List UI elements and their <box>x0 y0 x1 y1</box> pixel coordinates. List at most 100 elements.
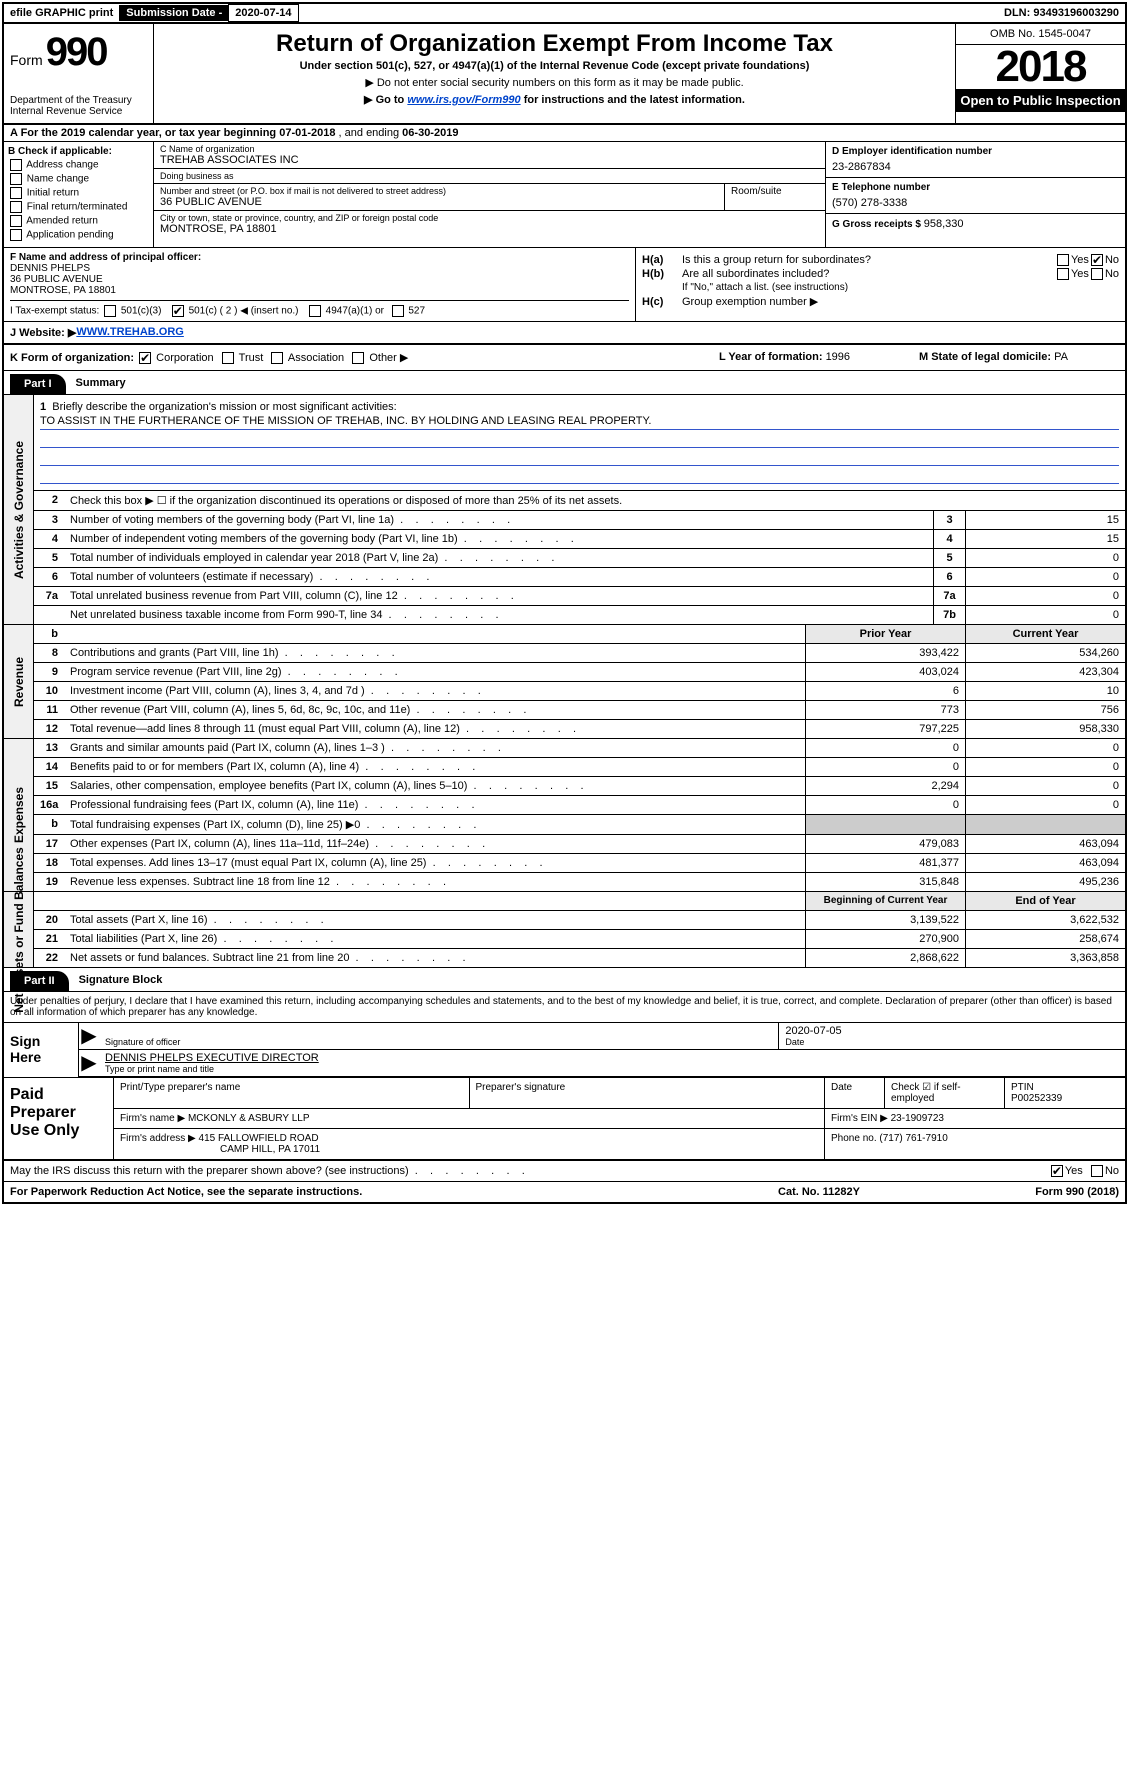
firm-addr1: 415 FALLOWFIELD ROAD <box>199 1133 319 1144</box>
chk-527[interactable] <box>392 305 404 317</box>
form-link-line: ▶ Go to www.irs.gov/Form990 for instruct… <box>160 93 949 106</box>
table-row: 22Net assets or fund balances. Subtract … <box>34 949 1125 967</box>
website-link[interactable]: WWW.TREHAB.ORG <box>76 326 184 339</box>
current-year-hdr: Current Year <box>965 625 1125 643</box>
firm-name-label: Firm's name ▶ <box>120 1113 188 1124</box>
chk-amended[interactable] <box>10 215 22 227</box>
side-revenue: Revenue <box>4 625 34 738</box>
l5-box: 5 <box>933 549 965 567</box>
chk-corporation[interactable] <box>139 352 151 364</box>
line-a-end: 06-30-2019 <box>402 127 458 139</box>
chk-final-return[interactable] <box>10 201 22 213</box>
discuss-yes[interactable] <box>1051 1165 1063 1177</box>
lbl-amended: Amended return <box>26 216 98 227</box>
chk-association[interactable] <box>271 352 283 364</box>
chk-trust[interactable] <box>222 352 234 364</box>
chk-501c[interactable] <box>172 305 184 317</box>
column-c-org-info: C Name of organization TREHAB ASSOCIATES… <box>154 142 825 247</box>
hb-text: Are all subordinates included? <box>682 268 1055 280</box>
hb-label: H(b) <box>642 268 682 280</box>
line-a-begin: 07-01-2018 <box>279 127 335 139</box>
row-current: 958,330 <box>965 720 1125 738</box>
firm-ein-label: Firm's EIN ▶ <box>831 1113 891 1124</box>
form-number: 990 <box>46 30 107 74</box>
sign-here-block: Sign Here ▶ Signature of officer 2020-07… <box>4 1023 1125 1078</box>
table-row: 11Other revenue (Part VIII, column (A), … <box>34 701 1125 720</box>
officer-addr2: MONTROSE, PA 18801 <box>10 285 629 296</box>
l3-val: 15 <box>965 511 1125 529</box>
row-text: Grants and similar amounts paid (Part IX… <box>64 739 805 757</box>
preparer-name-label: Print/Type preparer's name <box>120 1082 463 1093</box>
row-prior: 270,900 <box>805 930 965 948</box>
table-row: 18Total expenses. Add lines 13–17 (must … <box>34 854 1125 873</box>
lbl-initial-return: Initial return <box>27 188 79 199</box>
row-text: Contributions and grants (Part VIII, lin… <box>64 644 805 662</box>
row-text: Total liabilities (Part X, line 26) <box>64 930 805 948</box>
row-prior: 773 <box>805 701 965 719</box>
column-deg: D Employer identification number 23-2867… <box>825 142 1125 247</box>
table-row: 15Salaries, other compensation, employee… <box>34 777 1125 796</box>
l7a-val: 0 <box>965 587 1125 605</box>
l3-box: 3 <box>933 511 965 529</box>
city-state-zip: MONTROSE, PA 18801 <box>160 223 819 235</box>
form-prefix: Form <box>10 52 43 68</box>
table-row: 16aProfessional fundraising fees (Part I… <box>34 796 1125 815</box>
row-prior: 393,422 <box>805 644 965 662</box>
chk-application-pending[interactable] <box>10 229 22 241</box>
chk-name-change[interactable] <box>10 173 22 185</box>
l4-box: 4 <box>933 530 965 548</box>
ha-yes[interactable] <box>1057 254 1069 266</box>
table-row: 13Grants and similar amounts paid (Part … <box>34 739 1125 758</box>
row-current: 756 <box>965 701 1125 719</box>
chk-initial-return[interactable] <box>10 187 22 199</box>
net-prior-hdr: Beginning of Current Year <box>805 892 965 910</box>
row-num: b <box>34 815 64 834</box>
chk-4947[interactable] <box>309 305 321 317</box>
chk-address-change[interactable] <box>10 159 22 171</box>
row-current: 0 <box>965 796 1125 814</box>
l7a-num: 7a <box>34 587 64 605</box>
revenue-section: Revenue bPrior YearCurrent Year 8Contrib… <box>4 625 1125 739</box>
row-current: 0 <box>965 758 1125 776</box>
l4-text: Number of independent voting members of … <box>64 530 933 548</box>
discuss-line: May the IRS discuss this return with the… <box>4 1161 1125 1182</box>
l5-val: 0 <box>965 549 1125 567</box>
netassets-section: Net Assets or Fund Balances Beginning of… <box>4 892 1125 968</box>
l6-text: Total number of volunteers (estimate if … <box>64 568 933 586</box>
form-version: Form 990 (2018) <box>919 1186 1119 1198</box>
efile-label[interactable]: efile GRAPHIC print <box>4 5 120 21</box>
irs-link[interactable]: www.irs.gov/Form990 <box>407 94 520 106</box>
chk-other[interactable] <box>352 352 364 364</box>
preparer-sig-label: Preparer's signature <box>476 1082 819 1093</box>
row-current: 463,094 <box>965 835 1125 853</box>
row-text: Other revenue (Part VIII, column (A), li… <box>64 701 805 719</box>
line-a-tax-year: A For the 2019 calendar year, or tax yea… <box>4 125 1125 142</box>
row-current: 463,094 <box>965 854 1125 872</box>
row-text: Investment income (Part VIII, column (A)… <box>64 682 805 700</box>
lbl-527: 527 <box>408 306 425 317</box>
chk-501c3[interactable] <box>104 305 116 317</box>
hb-no[interactable] <box>1091 268 1103 280</box>
table-row: bTotal fundraising expenses (Part IX, co… <box>34 815 1125 835</box>
lbl-name-change: Name change <box>27 174 89 185</box>
website-label: J Website: ▶ <box>10 326 76 339</box>
officer-block: F Name and address of principal officer:… <box>4 248 635 321</box>
row-current: 423,304 <box>965 663 1125 681</box>
row-prior: 403,024 <box>805 663 965 681</box>
open-to-public: Open to Public Inspection <box>956 89 1125 112</box>
line-a-mid: , and ending <box>339 127 403 139</box>
form-990-page: efile GRAPHIC print Submission Date - 20… <box>2 2 1127 1204</box>
lbl-application-pending: Application pending <box>26 230 113 241</box>
row-prior <box>805 815 965 834</box>
row-num: 8 <box>34 644 64 662</box>
row-current: 534,260 <box>965 644 1125 662</box>
firm-addr2: CAMP HILL, PA 17011 <box>120 1144 818 1155</box>
discuss-text: May the IRS discuss this return with the… <box>10 1165 1049 1177</box>
part-2-title: Signature Block <box>69 970 173 990</box>
row-num: 14 <box>34 758 64 776</box>
discuss-no[interactable] <box>1091 1165 1103 1177</box>
row-num: 11 <box>34 701 64 719</box>
firm-ein: 23-1909723 <box>891 1113 944 1124</box>
hb-yes[interactable] <box>1057 268 1069 280</box>
ha-no[interactable] <box>1091 254 1103 266</box>
